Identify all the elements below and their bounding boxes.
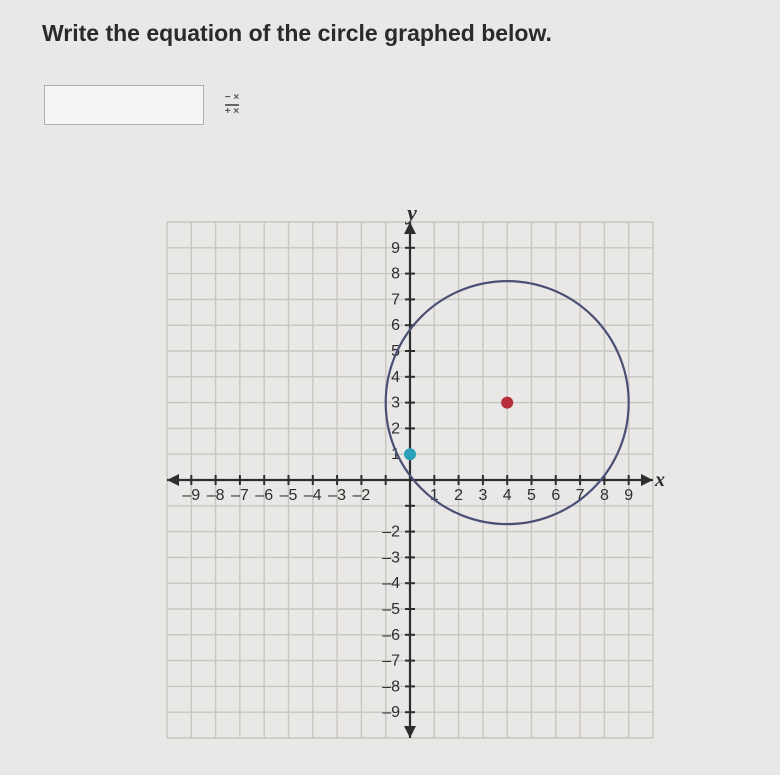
svg-text:–6: –6 [255,487,273,504]
svg-text:7: 7 [391,291,400,308]
svg-text:–2: –2 [353,487,371,504]
fraction-numerator: − × [225,93,239,103]
svg-text:6: 6 [551,487,560,504]
svg-text:–8: –8 [382,678,400,695]
svg-text:–4: –4 [382,575,400,592]
svg-text:–7: –7 [382,653,400,670]
fraction-denominator: + × [225,107,239,117]
svg-text:–8: –8 [207,487,225,504]
svg-text:–5: –5 [280,487,298,504]
svg-text:–9: –9 [182,487,200,504]
equation-input[interactable] [44,85,204,125]
answer-row: − × + × [44,85,242,125]
svg-text:3: 3 [391,395,400,412]
fraction-tool-button[interactable]: − × + × [222,93,242,117]
svg-text:4: 4 [391,369,400,386]
svg-text:–2: –2 [382,524,400,541]
svg-text:9: 9 [391,240,400,257]
svg-text:8: 8 [391,266,400,283]
svg-text:–4: –4 [304,487,322,504]
question-prompt: Write the equation of the circle graphed… [42,20,552,47]
svg-text:x: x [654,469,665,491]
coordinate-graph: –9–8–7–6–5–4–3–2123456789987654321–2–3–4… [155,210,665,755]
svg-text:–7: –7 [231,487,249,504]
svg-text:8: 8 [600,487,609,504]
svg-text:–6: –6 [382,627,400,644]
svg-text:2: 2 [454,487,463,504]
svg-text:–3: –3 [382,549,400,566]
svg-text:–5: –5 [382,601,400,618]
svg-text:9: 9 [624,487,633,504]
svg-text:4: 4 [503,487,512,504]
svg-text:6: 6 [391,317,400,334]
svg-text:–9: –9 [382,704,400,721]
graph-svg: –9–8–7–6–5–4–3–2123456789987654321–2–3–4… [155,210,665,750]
svg-text:5: 5 [527,487,536,504]
svg-text:–3: –3 [328,487,346,504]
svg-text:2: 2 [391,420,400,437]
svg-text:3: 3 [478,487,487,504]
